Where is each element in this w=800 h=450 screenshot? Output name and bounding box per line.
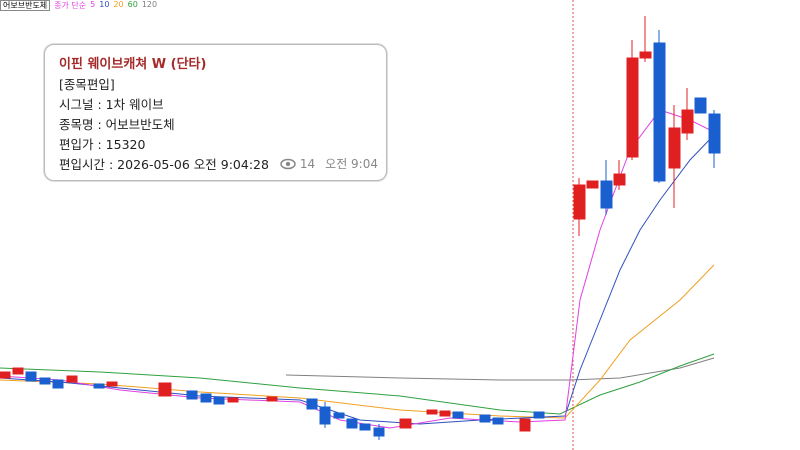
legend-item: 10 bbox=[99, 0, 110, 9]
up-candles bbox=[0, 16, 694, 432]
eye-icon bbox=[280, 158, 296, 170]
legend-item: 120 bbox=[141, 0, 158, 9]
ma-legend: 종가 단순 5 10 20 60 120 bbox=[54, 0, 157, 11]
view-count: 14 bbox=[299, 157, 316, 171]
card-line: 편입가 : 15320 bbox=[59, 137, 146, 152]
legend-item: 60 bbox=[127, 0, 138, 9]
candles bbox=[0, 16, 721, 440]
card-title: 이핀 웨이브캐쳐 W (단타) bbox=[59, 57, 207, 72]
legend-item: 5 bbox=[90, 0, 96, 9]
message-time: 오전 9:04 bbox=[325, 157, 378, 171]
card-line: 편입시간 : 2026-05-06 오전 9:04:28 bbox=[59, 157, 269, 172]
down-candles bbox=[25, 30, 721, 440]
card-line: 종목명 : 어보브반도체 bbox=[59, 117, 175, 132]
toolbar: 어보브반도체 종가 단순 5 10 20 60 120 bbox=[0, 0, 157, 11]
ma60 bbox=[0, 353, 715, 415]
legend-item: 20 bbox=[113, 0, 124, 9]
legend-item: 종가 단순 bbox=[54, 1, 87, 10]
ma120 bbox=[285, 357, 715, 381]
stock-name[interactable]: 어보브반도체 bbox=[0, 0, 51, 11]
ma20 bbox=[0, 264, 715, 419]
card-footer: 14 오전 9:04 bbox=[280, 154, 378, 174]
card-line: 시그널 : 1차 웨이브 bbox=[59, 97, 164, 112]
card-line: [종목편입] bbox=[59, 77, 115, 92]
